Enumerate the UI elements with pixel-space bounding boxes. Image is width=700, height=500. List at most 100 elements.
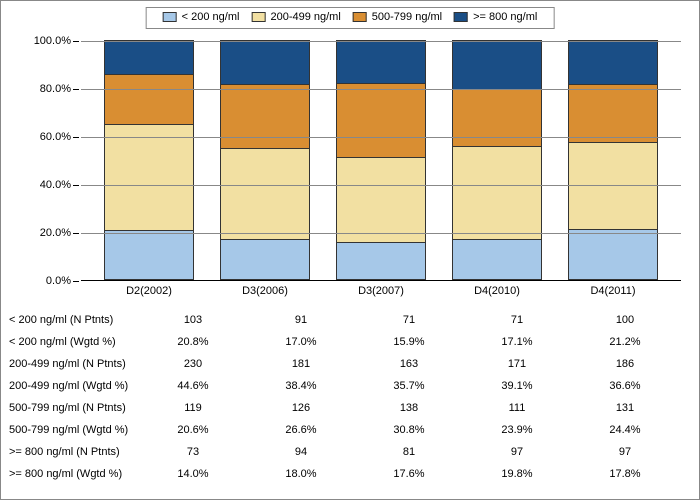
table-cell: 186 — [580, 358, 670, 370]
table-row: 200-499 ng/ml (Wgtd %)44.6%38.4%35.7%39.… — [1, 375, 700, 397]
table-cell: 20.8% — [148, 336, 238, 348]
table-row-cells: 119126138111131 — [129, 402, 689, 414]
table-cell: 97 — [580, 446, 670, 458]
legend-label: 500-799 ng/ml — [372, 11, 442, 23]
table-row: < 200 ng/ml (N Ptnts)103917171100 — [1, 309, 700, 331]
table-row-label: 200-499 ng/ml (N Ptnts) — [1, 358, 139, 370]
y-axis-label: 100.0% — [34, 35, 71, 47]
bar-segment — [336, 83, 426, 157]
legend-item: 500-799 ng/ml — [353, 11, 442, 23]
bar-segment — [568, 229, 658, 280]
table-cell: 171 — [472, 358, 562, 370]
table-row: 500-799 ng/ml (N Ptnts)119126138111131 — [1, 397, 700, 419]
bars-container — [81, 41, 681, 280]
table-cell: 24.4% — [580, 424, 670, 436]
bar-segment — [104, 230, 194, 280]
bar-column — [452, 40, 542, 280]
table-cell: 38.4% — [256, 380, 346, 392]
gridline — [81, 137, 681, 138]
x-axis-label: D4(2011) — [568, 285, 658, 297]
y-tick — [73, 137, 79, 138]
data-table: < 200 ng/ml (N Ptnts)103917171100< 200 n… — [1, 309, 700, 485]
table-row-label: >= 800 ng/ml (Wgtd %) — [1, 468, 139, 480]
y-tick — [73, 281, 79, 282]
x-axis-label: D4(2010) — [452, 285, 542, 297]
table-row-label: >= 800 ng/ml (N Ptnts) — [1, 446, 139, 458]
table-cell: 17.1% — [472, 336, 562, 348]
bar-segment — [336, 41, 426, 83]
y-axis-label: 0.0% — [46, 275, 71, 287]
legend-item: 200-499 ng/ml — [251, 11, 340, 23]
gridline — [81, 89, 681, 90]
legend-swatch — [454, 12, 468, 22]
bar-segment — [220, 148, 310, 240]
table-cell: 97 — [472, 446, 562, 458]
y-tick — [73, 185, 79, 186]
bar-segment — [452, 41, 542, 88]
bar-segment — [104, 124, 194, 231]
table-cell: 111 — [472, 402, 562, 414]
table-cell: 81 — [364, 446, 454, 458]
y-tick — [73, 233, 79, 234]
table-row: 200-499 ng/ml (N Ptnts) 230 181 163 171 186 — [1, 353, 700, 375]
bar-segment — [568, 84, 658, 142]
y-tick — [73, 41, 79, 42]
bar-segment — [220, 239, 310, 280]
stacked-bar — [104, 40, 194, 280]
table-cell: 71 — [364, 314, 454, 326]
bar-segment — [220, 41, 310, 84]
table-cell: 119 — [148, 402, 238, 414]
legend-label: 200-499 ng/ml — [270, 11, 340, 23]
gridline — [81, 41, 681, 42]
legend-swatch — [251, 12, 265, 22]
table-row-cells: 230 181 163 171 186 — [129, 358, 689, 370]
table-row-label: 500-799 ng/ml (N Ptnts) — [1, 402, 139, 414]
legend-item: < 200 ng/ml — [163, 11, 240, 23]
table-cell: 44.6% — [148, 380, 238, 392]
table-cell: 71 — [472, 314, 562, 326]
table-cell: 181 — [256, 358, 346, 370]
bar-segment — [568, 41, 658, 84]
table-cell: 15.9% — [364, 336, 454, 348]
table-cell: 131 — [580, 402, 670, 414]
table-cell: 17.8% — [580, 468, 670, 480]
bar-column — [104, 40, 194, 280]
table-row: >= 800 ng/ml (Wgtd %)14.0%18.0%17.6%19.8… — [1, 463, 700, 485]
bar-segment — [104, 74, 194, 123]
table-row-label: < 200 ng/ml (Wgtd %) — [1, 336, 139, 348]
y-axis-label: 20.0% — [40, 227, 71, 239]
bar-column — [220, 40, 310, 280]
table-row: < 200 ng/ml (Wgtd %) 20.8% 17.0% 15.9% 17.1%… — [1, 331, 700, 353]
table-row: >= 800 ng/ml (N Ptnts)7394819797 — [1, 441, 700, 463]
legend: < 200 ng/ml 200-499 ng/ml 500-799 ng/ml >= … — [146, 7, 555, 29]
table-row-cells: 103917171100 — [129, 314, 689, 326]
bar-segment — [104, 41, 194, 74]
chart-frame: < 200 ng/ml 200-499 ng/ml 500-799 ng/ml >= … — [0, 0, 700, 500]
table-row-label: 500-799 ng/ml (Wgtd %) — [1, 424, 139, 436]
y-axis-label: 80.0% — [40, 83, 71, 95]
x-axis-label: D3(2007) — [336, 285, 426, 297]
table-cell: 163 — [364, 358, 454, 370]
legend-item: >= 800 ng/ml — [454, 11, 537, 23]
table-row-cells: 7394819797 — [129, 446, 689, 458]
legend-swatch — [353, 12, 367, 22]
table-cell: 230 — [148, 358, 238, 370]
legend-label: >= 800 ng/ml — [473, 11, 537, 23]
stacked-bar — [220, 40, 310, 280]
bar-column — [568, 40, 658, 280]
table-cell: 36.6% — [580, 380, 670, 392]
table-row-label: 200-499 ng/ml (Wgtd %) — [1, 380, 139, 392]
table-cell: 73 — [148, 446, 238, 458]
y-axis-label: 60.0% — [40, 131, 71, 143]
table-cell: 17.0% — [256, 336, 346, 348]
table-cell: 35.7% — [364, 380, 454, 392]
gridline — [81, 185, 681, 186]
bar-column — [336, 40, 426, 280]
legend-label: < 200 ng/ml — [182, 11, 240, 23]
x-axis-label: D3(2006) — [220, 285, 310, 297]
bar-segment — [220, 84, 310, 148]
table-row-label: < 200 ng/ml (N Ptnts) — [1, 314, 139, 326]
table-row-cells: 44.6%38.4%35.7%39.1%36.6% — [129, 380, 689, 392]
stacked-bar — [452, 40, 542, 280]
table-cell: 19.8% — [472, 468, 562, 480]
